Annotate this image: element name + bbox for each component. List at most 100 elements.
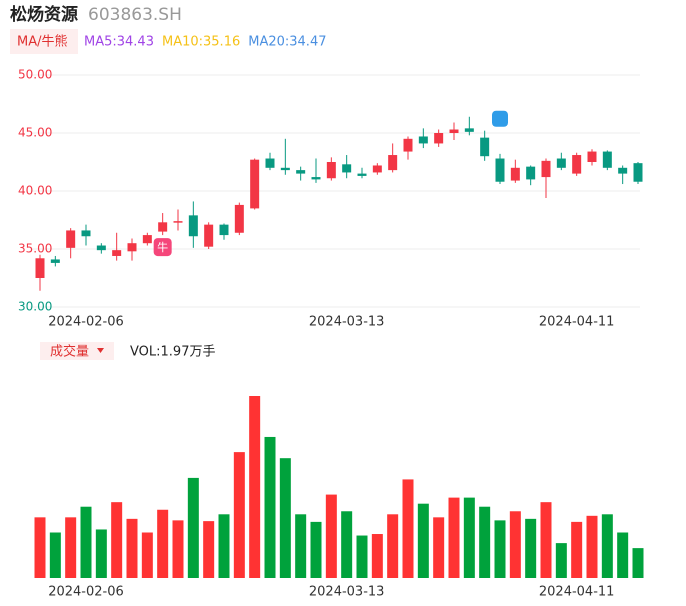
candle-body	[173, 221, 183, 223]
volume-bar	[479, 506, 491, 578]
candle-body	[204, 224, 214, 247]
candle-body	[633, 163, 643, 182]
legend-entry: MA20:34.47	[248, 35, 326, 50]
volume-bar	[617, 532, 629, 578]
candle-body	[587, 151, 597, 162]
volume-bar	[279, 458, 291, 578]
x-tick-label: 2024-03-13	[309, 315, 385, 330]
volume-bar	[203, 521, 215, 578]
candle-body	[556, 158, 566, 168]
volume-bar	[325, 494, 337, 578]
bull-marker-label: 牛	[157, 240, 168, 254]
volume-bar	[341, 511, 353, 578]
dropdown-arrow[interactable]	[97, 348, 104, 353]
x-tick-label: 2024-02-06	[48, 315, 124, 330]
volume-bar	[586, 515, 598, 578]
candle-body	[480, 137, 490, 157]
legend-entry: MA10:35.16	[162, 35, 240, 50]
volume-bar	[601, 514, 613, 578]
chart-title: 松炀资源	[10, 4, 78, 25]
candle-body	[618, 167, 628, 174]
candle-body	[434, 133, 444, 144]
candle-body	[142, 235, 152, 244]
candle-body	[188, 215, 198, 237]
volume-bar	[49, 532, 61, 578]
candle-body	[342, 164, 352, 173]
candle-body	[234, 204, 244, 233]
volume-title[interactable]: 成交量	[50, 344, 89, 360]
candle-body	[280, 167, 290, 171]
volume-bar	[540, 502, 552, 578]
indicator-label[interactable]: MA/牛熊	[17, 34, 68, 50]
candle-body	[296, 170, 306, 174]
chart-subtitle: 603863.SH	[88, 5, 182, 25]
x-tick-label: 2024-02-06	[48, 585, 124, 600]
candle-body	[602, 151, 612, 168]
candle-body	[127, 243, 137, 252]
y-tick-label: 40.00	[18, 184, 52, 198]
candle-body	[495, 158, 505, 182]
candle-body	[219, 224, 229, 236]
candle-body	[265, 158, 275, 168]
volume-bar	[310, 521, 322, 578]
candle-body	[50, 259, 60, 263]
candle-body	[464, 128, 474, 132]
volume-bar	[34, 517, 46, 578]
volume-bar	[555, 543, 567, 578]
volume-bar	[433, 517, 445, 578]
candle-body	[311, 177, 321, 180]
candle-body	[96, 245, 106, 251]
candle-body	[541, 160, 551, 178]
volume-bar	[111, 502, 123, 578]
candle-body	[372, 165, 382, 173]
volume-bar	[249, 396, 261, 578]
y-tick-label: 30.00	[18, 300, 52, 314]
volume-label: VOL:1.97万手	[130, 345, 215, 360]
volume-bar	[632, 548, 644, 578]
x-tick-label: 2024-04-11	[539, 585, 615, 600]
volume-bar	[448, 497, 460, 578]
volume-badge[interactable]	[40, 342, 114, 360]
volume-bar	[494, 520, 506, 578]
bull-marker	[153, 238, 172, 257]
volume-bar	[402, 479, 414, 578]
volume-bar	[571, 521, 583, 578]
candle-body	[388, 155, 398, 171]
volume-bar	[172, 520, 184, 578]
candle-body	[250, 159, 260, 209]
volume-bar	[80, 506, 92, 578]
candle-body	[81, 230, 91, 237]
candle-body	[326, 162, 336, 179]
candle-body	[158, 222, 168, 232]
volume-bar	[371, 534, 383, 578]
volume-bar	[233, 452, 245, 578]
y-tick-label: 50.00	[18, 68, 52, 82]
candle-body	[403, 138, 413, 152]
volume-bar	[417, 503, 429, 578]
candle-body	[449, 129, 459, 133]
candle-body	[526, 166, 536, 180]
candle-body	[35, 258, 45, 278]
volume-bar	[387, 514, 399, 578]
y-tick-label: 35.00	[18, 242, 52, 256]
volume-bar	[525, 518, 537, 578]
volume-bar	[95, 529, 107, 578]
candle-body	[510, 167, 520, 181]
volume-bar	[141, 532, 153, 578]
volume-bar	[187, 477, 199, 578]
volume-bar	[218, 514, 230, 578]
candle-body	[572, 155, 582, 174]
volume-bar	[65, 517, 77, 578]
candle-body	[112, 250, 122, 256]
bear-marker	[492, 110, 508, 127]
y-tick-label: 45.00	[18, 126, 52, 140]
indicator-badge[interactable]	[10, 29, 78, 54]
x-tick-label: 2024-04-11	[539, 315, 615, 330]
volume-bar	[295, 514, 307, 578]
volume-bar	[264, 436, 276, 578]
candle-body	[357, 173, 367, 176]
legend-entry: MA5:34.43	[84, 35, 154, 50]
candle-body	[66, 230, 76, 248]
volume-bar	[356, 535, 368, 578]
